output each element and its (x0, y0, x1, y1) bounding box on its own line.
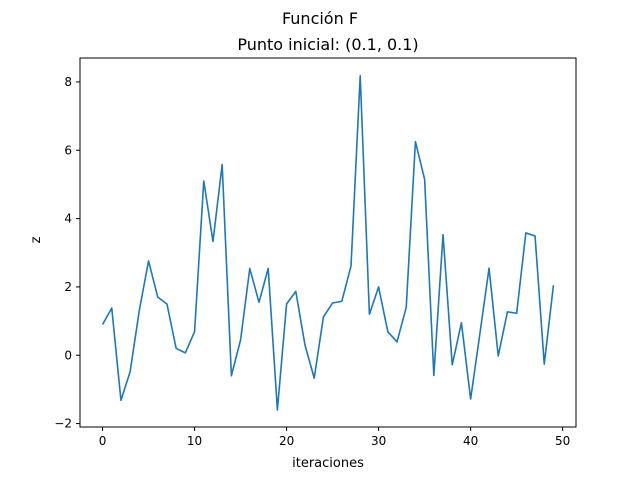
y-axis-ticks: −2 0 2 4 6 8 (54, 75, 80, 431)
x-tick-label: 0 (99, 434, 107, 448)
x-tick-label: 10 (187, 434, 202, 448)
axes-frame (79, 57, 577, 428)
series-line (101, 74, 555, 411)
x-tick-label: 50 (555, 434, 570, 448)
y-tick-label: −2 (54, 417, 72, 431)
x-axis-label: iteraciones (292, 456, 364, 471)
chart-subtitle: Punto inicial: (0.1, 0.1) (237, 35, 418, 54)
x-tick-label: 30 (371, 434, 386, 448)
y-tick-label: 6 (64, 143, 72, 157)
y-tick-label: 2 (64, 280, 72, 294)
y-tick-label: 4 (64, 212, 72, 226)
x-tick-label: 40 (463, 434, 478, 448)
chart-title: Función F (282, 9, 358, 28)
y-tick-label: 8 (64, 75, 72, 89)
x-axis-ticks: 0 10 20 30 40 50 (99, 427, 570, 448)
y-axis-label: z (29, 236, 44, 243)
y-tick-label: 0 (64, 348, 72, 362)
series-layer (101, 74, 555, 411)
x-tick-label: 20 (279, 434, 294, 448)
